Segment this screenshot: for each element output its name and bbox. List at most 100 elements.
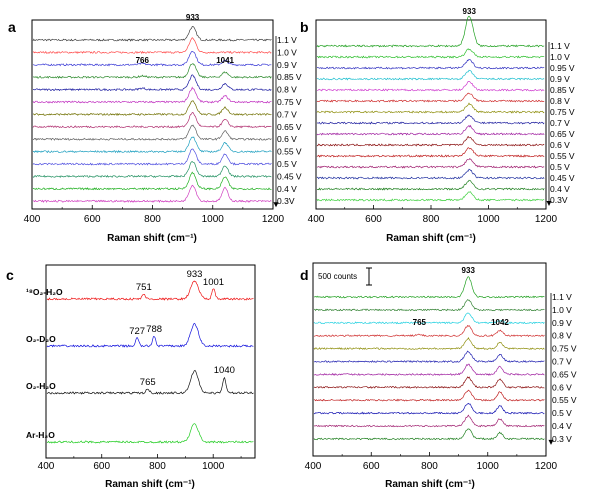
spectrum-b-8: [316, 124, 545, 136]
spectrum-a-9: [32, 136, 272, 154]
spectrum-d-3: [313, 324, 545, 338]
spectrum-a-0: [32, 26, 272, 42]
series-label-b-3: 0.9 V: [550, 74, 570, 84]
traces-c: [46, 280, 254, 444]
spectrum-b-13: [316, 179, 545, 191]
peak-label-d-2: 1042: [491, 318, 509, 327]
spectrum-b-2: [316, 58, 545, 70]
series-label-b-5: 0.8 V: [550, 96, 570, 106]
series-label-d-5: 0.7 V: [552, 357, 572, 367]
series-label-d-8: 0.55 V: [552, 395, 577, 405]
panel-letter-d: d: [300, 267, 309, 283]
x-tick-label-b-3: 1000: [477, 214, 500, 225]
annotations-d: 933 765 1042: [413, 266, 510, 327]
peak-label-d-0: 933: [462, 266, 476, 275]
traces-a: [32, 26, 272, 203]
spectrum-d-2: [313, 312, 545, 325]
series-label-d-7: 0.6 V: [552, 382, 572, 392]
x-tick-label-c-0: 400: [38, 461, 55, 472]
spectrum-d-11: [313, 428, 545, 441]
x-tick-label-a-1: 600: [84, 214, 101, 225]
spectrum-a-1: [32, 37, 272, 55]
series-labels-a: 1.1 V 1.0 V 0.9 V 0.85 V 0.8 V 0.75 V 0.7 V 0.6…: [273, 35, 302, 208]
series-label-b-13: 0.4 V: [550, 184, 570, 194]
peak-label-c-1: 933: [187, 269, 203, 280]
spectrum-d-6: [313, 363, 545, 376]
series-label-d-6: 0.65 V: [552, 369, 577, 379]
series-label-a-8: 0.6 V: [277, 134, 297, 144]
spectrum-c-1: [46, 322, 254, 348]
series-label-d-1: 1.0 V: [552, 305, 572, 315]
series-label-a-11: 0.45 V: [277, 171, 302, 181]
series-label-a-6: 0.7 V: [277, 109, 297, 119]
spectrum-b-10: [316, 147, 545, 158]
panel-d: d 1.1 V 1.0 V 0.9 V 0.8 V 0.75 V 0.7 V 0.65 V 0…: [300, 262, 577, 490]
panel-b: b 1.1 V1.0 V0.95 V0.9 V0.85 V0.8 V0.75 V…: [300, 7, 575, 244]
series-label-b-9: 0.6 V: [550, 140, 570, 150]
traces-b: [316, 15, 545, 202]
series-label-c-1: O₂-D₂O: [26, 334, 56, 344]
peak-label-c-2: 1001: [203, 277, 224, 288]
peak-label-c-0: 751: [136, 282, 152, 293]
potential-arrow-head-d: [548, 439, 554, 445]
x-tick-label-d-4: 1200: [535, 461, 558, 472]
x-tick-label-a-2: 800: [144, 214, 161, 225]
spectrum-d-1: [313, 299, 545, 312]
spectrum-b-4: [316, 81, 545, 92]
spectrum-a-3: [32, 62, 272, 79]
series-label-a-3: 0.85 V: [277, 72, 302, 82]
series-label-d-4: 0.75 V: [552, 344, 577, 354]
series-labels-d: 1.1 V 1.0 V 0.9 V 0.8 V 0.75 V 0.7 V 0.65 V 0.6…: [548, 292, 577, 445]
spectrum-a-8: [32, 124, 272, 141]
x-tick-label-b-0: 400: [308, 214, 325, 225]
spectrum-a-11: [32, 161, 272, 178]
spectrum-d-0: [314, 276, 545, 299]
panel-a: a 1.1 V 1.0 V 0.9 V 0.85 V 0.8 V 0.75 V 0.7 V 0…: [8, 13, 302, 244]
spectrum-b-6: [316, 102, 545, 114]
traces-d: [313, 276, 545, 441]
series-label-d-9: 0.5 V: [552, 408, 572, 418]
spectrum-c-3: [46, 423, 254, 444]
x-tick-label-b-1: 600: [365, 214, 382, 225]
series-label-a-1: 1.0 V: [277, 47, 297, 57]
x-tick-label-a-4: 1200: [262, 214, 285, 225]
series-label-b-6: 0.75 V: [550, 107, 575, 117]
series-label-b-14: 0.3V: [550, 195, 568, 205]
peak-label-c-3: 727: [129, 326, 145, 337]
series-label-d-2: 0.9 V: [552, 318, 572, 328]
x-ticks-a: 400 600 800 1000 1200: [24, 205, 285, 225]
series-labels-c: ¹⁸O₂-H₂O O₂-D₂O O₂-H₂O Ar-H₂O: [26, 287, 63, 440]
spectrum-d-8: [313, 389, 545, 402]
x-axis-label-a: Raman shift (cm⁻¹): [107, 233, 197, 244]
spectrum-d-4: [313, 337, 545, 350]
spectrum-a-6: [32, 100, 272, 117]
series-label-b-2: 0.95 V: [550, 63, 575, 73]
x-ticks-b: 400 600 800 1000 1200: [308, 205, 558, 225]
potential-arrow-head-a: [273, 202, 279, 208]
spectrum-b-14: [316, 191, 545, 202]
series-label-c-2: O₂-H₂O: [26, 381, 56, 391]
series-label-b-11: 0.5 V: [550, 162, 570, 172]
series-label-b-8: 0.65 V: [550, 129, 575, 139]
x-tick-label-b-4: 1200: [535, 214, 558, 225]
series-label-a-2: 0.9 V: [277, 60, 297, 70]
spectrum-a-2: [32, 51, 272, 67]
panel-letter-b: b: [300, 19, 309, 35]
x-tick-label-a-0: 400: [24, 214, 41, 225]
series-label-a-5: 0.75 V: [277, 97, 302, 107]
x-tick-label-c-2: 800: [149, 461, 166, 472]
series-label-a-0: 1.1 V: [277, 35, 297, 45]
spectrum-c-0: [46, 280, 254, 301]
scale-bar-label: 500 counts: [318, 272, 357, 281]
plot-frame-c: [45, 264, 256, 459]
spectrum-b-1: [316, 48, 545, 59]
x-ticks-d: 400 600 800 1000 1200: [305, 452, 558, 472]
x-tick-label-c-3: 1000: [202, 461, 225, 472]
series-label-a-10: 0.5 V: [277, 159, 297, 169]
peak-label-a-1: 766: [136, 56, 150, 65]
series-label-b-1: 1.0 V: [550, 52, 570, 62]
x-tick-label-c-1: 600: [93, 461, 110, 472]
series-label-a-4: 0.8 V: [277, 85, 297, 95]
